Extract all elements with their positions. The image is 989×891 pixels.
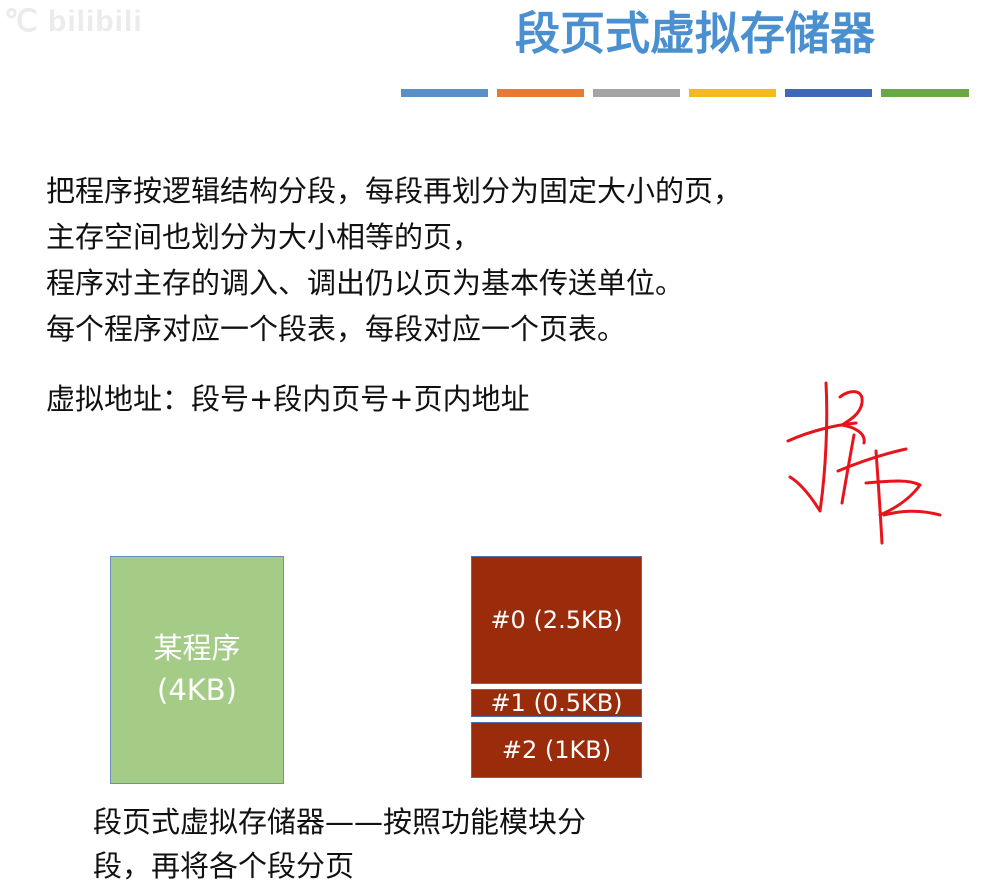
annotation-strokes — [786, 381, 942, 545]
caption-line: 段页式虚拟存储器——按照功能模块分 — [93, 805, 587, 839]
slide-title: 段页式虚拟存储器 — [514, 7, 875, 60]
segment-label: #2 (1KB) — [501, 736, 612, 764]
handwritten-annotation-icon — [786, 381, 942, 545]
description-line: 每个程序对应一个段表，每段对应一个页表。 — [46, 312, 627, 346]
accent-bar-2 — [497, 89, 584, 97]
accent-bar-3 — [593, 89, 680, 97]
segment-block-1: #1 (0.5KB) — [471, 689, 642, 717]
description-line: 程序对主存的调入、调出仍以页为基本传送单位。 — [46, 266, 685, 300]
accent-bar-5 — [785, 89, 872, 97]
accent-bar-4 — [689, 89, 776, 97]
segment-block-0: #0 (2.5KB) — [471, 556, 642, 684]
virtual-address-format: 虚拟地址：段号+段内页号+页内地址 — [46, 382, 530, 416]
description-line: 把程序按逻辑结构分段，每段再划分为固定大小的页， — [46, 174, 743, 208]
bilibili-watermark: ℃ bilibili — [4, 5, 143, 38]
program-size: (4KB) — [157, 673, 237, 707]
description-text: 把程序按逻辑结构分段，每段再划分为固定大小的页， 主存空间也划分为大小相等的页，… — [46, 168, 946, 352]
segment-label: #0 (2.5KB) — [490, 606, 623, 634]
accent-bar-6 — [881, 89, 969, 97]
description-line: 主存空间也划分为大小相等的页， — [46, 220, 482, 254]
accent-bar-1 — [401, 89, 488, 97]
caption-text: 段页式虚拟存储器——按照功能模块分 段，再将各个段分页 — [93, 800, 713, 888]
caption-line: 段，再将各个段分页 — [93, 849, 355, 883]
segment-block-2: #2 (1KB) — [471, 722, 642, 778]
segment-label: #1 (0.5KB) — [490, 689, 623, 717]
program-block: 某程序 (4KB) — [110, 556, 284, 784]
program-name: 某程序 — [153, 631, 241, 665]
